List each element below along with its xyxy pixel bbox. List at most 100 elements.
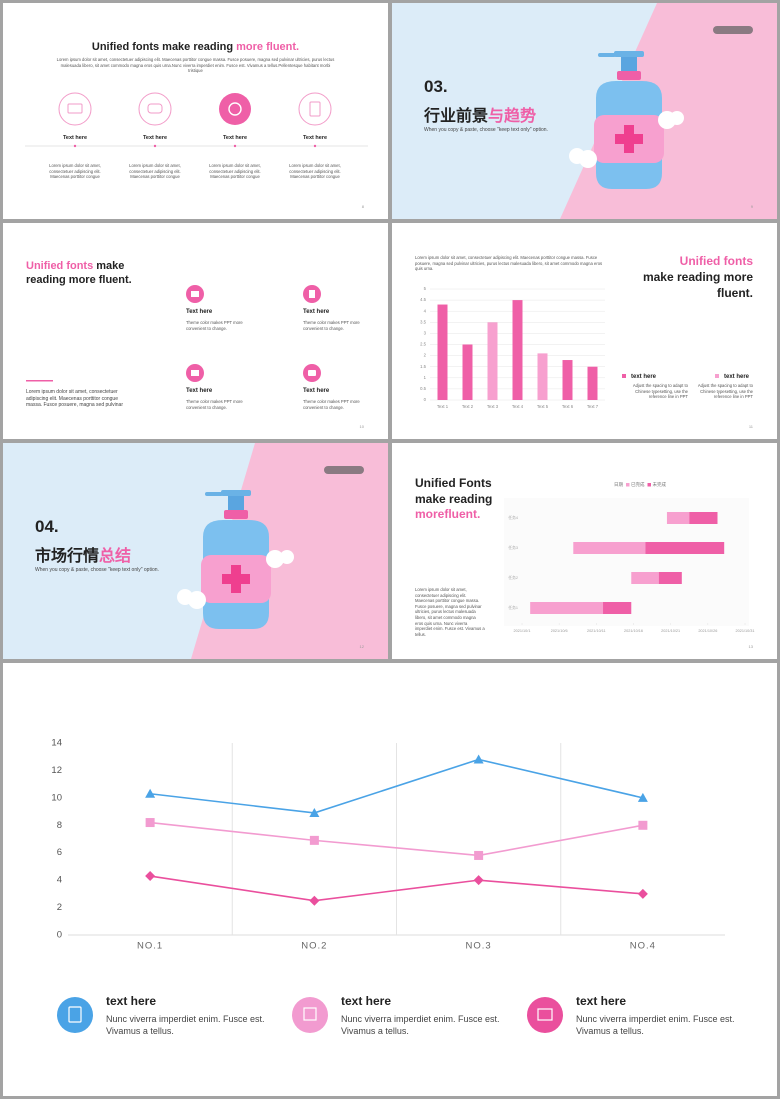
title-text: Unified fonts make reading — [91, 41, 237, 53]
item-text: Nunc viverra imperdiet enim. Fusce est. … — [576, 1014, 735, 1036]
item-label: Text here — [222, 135, 248, 141]
search-pill — [324, 466, 364, 474]
gantt-segment — [645, 542, 725, 554]
gantt-chart: 2021/10/1 2021/10/6 2021/10/11 2021/10/16 20… — [504, 481, 755, 633]
gantt-segment — [573, 542, 646, 554]
section-bg — [3, 443, 388, 659]
page-number: 12 — [359, 644, 364, 649]
item-text: Theme color makes PPT more convenient to… — [186, 320, 243, 331]
y-tick-label: 任务2 — [508, 575, 518, 580]
section-number: 04. — [35, 517, 59, 536]
icon-glyphs — [191, 290, 316, 376]
slide-5: 04. 市场行情总结 When you copy & paste, choose… — [3, 443, 388, 659]
page-number: 9 — [750, 204, 753, 209]
y-tick-label: 1 — [424, 375, 427, 380]
icon — [138, 92, 172, 126]
line — [150, 821, 644, 857]
x-tick-label: 2021/10/21 — [661, 629, 680, 633]
item-text: Theme color makes PPT more convenient to… — [303, 399, 360, 410]
marker — [309, 835, 319, 845]
item-text: Lorem ipsum dolor sit amet, consectetuer… — [49, 163, 101, 180]
gantt-segment — [530, 602, 604, 614]
item-text: Theme color makes PPT more convenient to… — [303, 320, 360, 331]
gantt-segment — [631, 572, 659, 584]
item-label: Text here — [303, 388, 330, 394]
body-text: Lorem ipsum dolor sit amet, consectetuer… — [26, 389, 123, 409]
slide-7: 0 2 4 6 8 10 12 14 NO.1 NO.2 NO.3 NO.4 text here te… — [3, 663, 777, 1096]
marker — [637, 792, 648, 802]
icon — [58, 92, 92, 126]
title-text: make reading more fluent. — [642, 270, 753, 300]
legend-swatch — [647, 483, 651, 487]
bar — [462, 344, 473, 400]
x-tick-label: NO.3 — [466, 941, 492, 952]
x-tick-label: Text 6 — [562, 404, 574, 409]
item-text: Nunc viverra imperdiet enim. Fusce est. … — [106, 1014, 265, 1036]
marker — [637, 888, 648, 899]
legend-note: Adjust the spacing to adapt to Chinese t… — [697, 383, 753, 400]
title-text: make reading more fluent. — [26, 260, 132, 286]
x-tick-label: 2021/10/16 — [624, 629, 643, 633]
legend-label: 已完成 — [631, 481, 645, 488]
item-label: Text here — [303, 309, 330, 315]
y-tick-label: 6 — [57, 847, 62, 858]
gantt-segment — [603, 602, 632, 614]
x-tick-label: NO.1 — [137, 941, 163, 952]
x-tick-label: 2021/10/6 — [551, 629, 568, 633]
marker — [145, 788, 156, 798]
bar — [587, 366, 598, 400]
icon-set — [186, 285, 321, 382]
item-text: Lorem ipsum dolor sit amet, consectetuer… — [129, 163, 181, 180]
bottle — [177, 490, 294, 629]
gantt-segment — [658, 572, 682, 584]
slide-title: Unified fonts make reading more fluent. — [618, 253, 753, 301]
line — [150, 875, 643, 902]
icon-glyph — [303, 1007, 317, 1021]
title-highlight: 与趋势 — [488, 108, 537, 125]
title-highlight: Unified fonts — [679, 254, 753, 268]
x-tick-label: Text 5 — [537, 404, 549, 409]
title-highlight: morefluent. — [415, 507, 481, 521]
item-label: text here — [576, 994, 627, 1008]
slide-1: Unified fonts make reading more fluent. … — [3, 3, 388, 219]
marker — [638, 820, 648, 830]
y-tick-label: 10 — [51, 792, 62, 803]
y-tick-label: 8 — [57, 820, 62, 831]
item-icon — [292, 997, 328, 1033]
legend-label: text here — [724, 374, 750, 380]
icons — [25, 92, 368, 148]
item-label: Text here — [62, 135, 88, 141]
x-tick-label: Text 4 — [512, 404, 524, 409]
x-tick-label: NO.4 — [630, 941, 656, 952]
marker — [309, 807, 320, 817]
y-tick-label: 任务1 — [508, 605, 518, 610]
body-text: Lorem ipsum dolor sit amet, consectetuer… — [415, 255, 603, 272]
icons — [26, 285, 321, 382]
marker — [474, 850, 484, 860]
x-tick-label: 2021/10/1 — [514, 629, 531, 633]
y-tick-label: 2 — [57, 902, 62, 913]
x-tick-label: Text 1 — [437, 404, 449, 409]
section-bg — [392, 3, 777, 219]
gantt-segment — [522, 512, 667, 524]
subtitle: When you copy & paste, choose "keep text… — [35, 567, 159, 573]
item-label: Text here — [186, 388, 213, 394]
section-title: 市场行情总结 — [35, 542, 131, 566]
section-title: 行业前景与趋势 — [424, 102, 536, 126]
icon-glyph — [537, 1008, 553, 1021]
marker — [309, 895, 320, 906]
y-tick-label: 3.5 — [420, 319, 426, 324]
dots — [73, 144, 317, 148]
y-tick-label: 0 — [57, 930, 62, 941]
x-tick-label: 2021/10/11 — [587, 629, 606, 633]
y-tick-label: 2 — [424, 353, 427, 358]
legend-label: 日期 — [614, 482, 623, 488]
slide-title: Unified fonts make reading more fluent. — [3, 41, 388, 53]
y-tick-label: 4 — [424, 308, 427, 313]
body-text: Lorem ipsum dolor sit amet, consectetuer… — [415, 587, 485, 637]
y-tick-label: 12 — [51, 765, 62, 776]
icon-glyph — [309, 101, 321, 117]
legend-label: text here — [631, 374, 657, 380]
